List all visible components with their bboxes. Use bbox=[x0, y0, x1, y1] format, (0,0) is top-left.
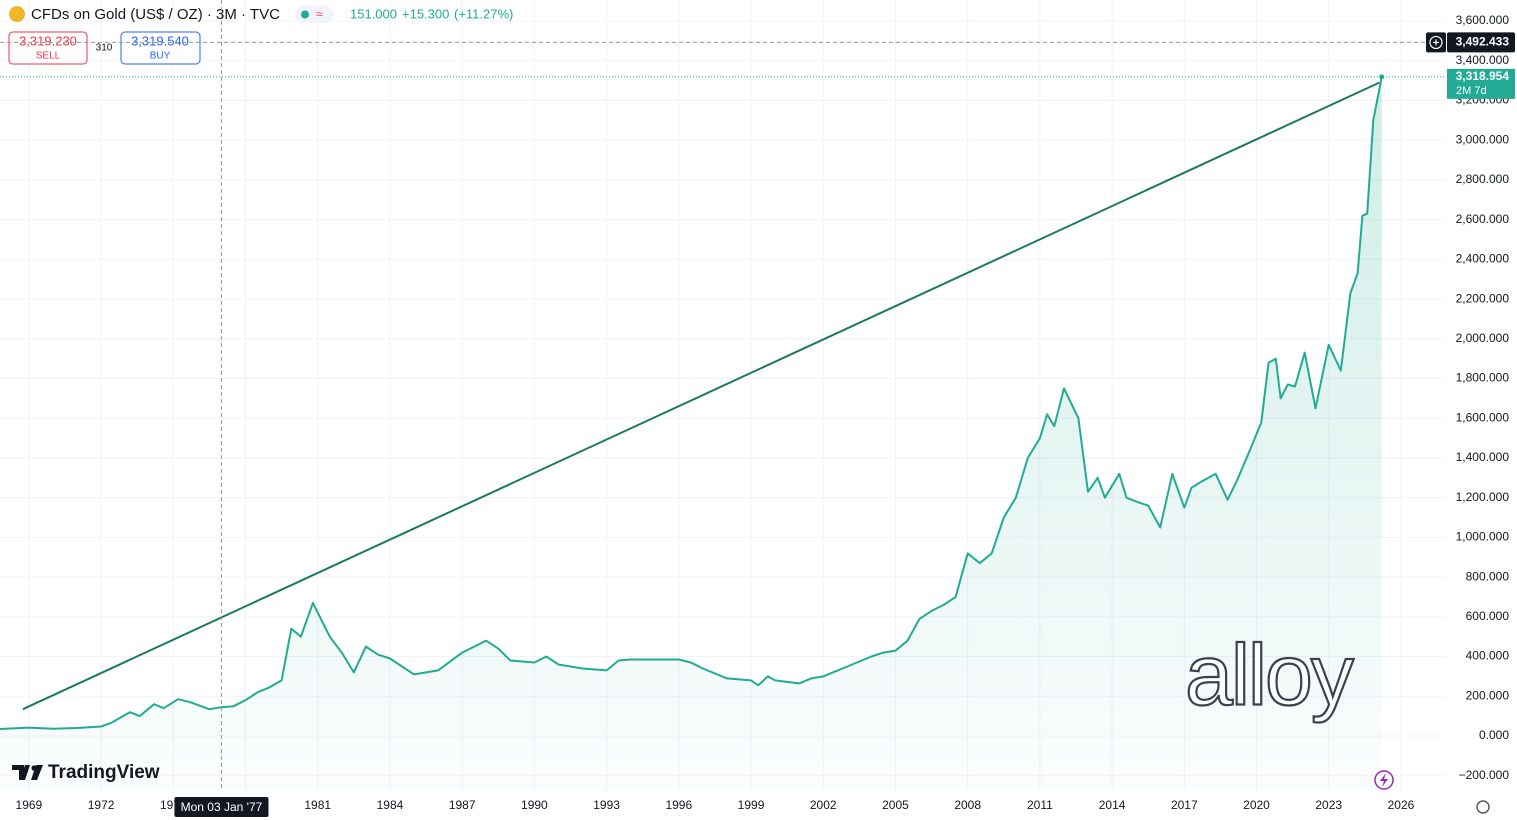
buy-label: BUY bbox=[150, 51, 171, 62]
x-tick-label: 1999 bbox=[738, 798, 765, 812]
spread: 310 bbox=[96, 43, 113, 54]
y-tick-label: 2,600.000 bbox=[1456, 212, 1510, 226]
y-tick-label: 1,800.000 bbox=[1456, 371, 1510, 385]
lightning-button[interactable] bbox=[1374, 770, 1394, 790]
y-tick-label: 1,600.000 bbox=[1456, 410, 1510, 424]
x-tick-label: 1981 bbox=[304, 798, 331, 812]
x-tick-label: 1987 bbox=[449, 798, 476, 812]
y-tick-label: 3,600.000 bbox=[1456, 13, 1510, 27]
last-point bbox=[1379, 74, 1385, 80]
y-tick-label: 200.000 bbox=[1466, 688, 1510, 702]
y-tick-label: 3,000.000 bbox=[1456, 132, 1510, 146]
area-fill bbox=[0, 76, 1382, 790]
x-tick-label: 2017 bbox=[1171, 798, 1198, 812]
add-alert-icon bbox=[1429, 35, 1443, 50]
x-tick-label: 2011 bbox=[1027, 798, 1053, 812]
x-tick-label: 2020 bbox=[1243, 798, 1270, 812]
y-tick-label: 2,000.000 bbox=[1456, 331, 1510, 345]
status-icon: ≈ bbox=[316, 7, 323, 21]
x-tick-label: 1996 bbox=[665, 798, 692, 812]
y-tick-label: 1,200.000 bbox=[1456, 490, 1510, 504]
buy-button[interactable]: 3,319.540 BUY bbox=[120, 31, 201, 65]
x-tick-label: 2008 bbox=[954, 798, 981, 812]
price-line bbox=[0, 76, 1383, 730]
x-tick-label: 1993 bbox=[593, 798, 620, 812]
sell-button[interactable]: 3,319.230 SELL bbox=[8, 31, 88, 65]
x-tick-label: 1990 bbox=[521, 798, 548, 812]
y-tick-label: 1,000.000 bbox=[1456, 530, 1510, 544]
status-pill[interactable] bbox=[295, 6, 333, 23]
symbol-icon bbox=[9, 6, 25, 22]
last-price-box bbox=[1447, 68, 1515, 99]
x-tick-label: 2014 bbox=[1099, 798, 1126, 812]
x-tick-label: 1969 bbox=[16, 798, 43, 812]
crosshair-date: Mon 03 Jan '77 bbox=[181, 800, 263, 814]
logo: TradingView bbox=[12, 762, 160, 783]
y-tick-label: 2,200.000 bbox=[1456, 291, 1510, 305]
logo-text: TradingView bbox=[48, 762, 160, 783]
change: +15.300 bbox=[402, 6, 449, 21]
y-tick-label: 3,400.000 bbox=[1456, 53, 1510, 67]
y-tick-label: 600.000 bbox=[1466, 609, 1510, 623]
crosshair-price: 3,492.433 bbox=[1456, 35, 1510, 49]
settings-icon[interactable] bbox=[1476, 800, 1490, 814]
sell-label: SELL bbox=[36, 51, 61, 62]
watermark: alloy bbox=[1185, 628, 1354, 724]
add-alert-button[interactable] bbox=[1426, 32, 1446, 53]
crosshair-date-box bbox=[174, 797, 269, 817]
y-tick-label: 2,400.000 bbox=[1456, 252, 1510, 266]
status-dot bbox=[301, 10, 309, 19]
x-tick-label: 1972 bbox=[88, 798, 115, 812]
x-tick-label: 2005 bbox=[882, 798, 909, 812]
x-tick-label: 2026 bbox=[1388, 798, 1415, 812]
x-tick-label: 2023 bbox=[1315, 798, 1342, 812]
x-tick-label: 1984 bbox=[377, 798, 404, 812]
plot bbox=[0, 76, 1383, 790]
y-tick-label: 2,800.000 bbox=[1456, 172, 1510, 186]
sell-price: 3,319.230 bbox=[19, 33, 77, 48]
add-alert-plus bbox=[1433, 39, 1439, 46]
buy-price: 3,319.540 bbox=[131, 33, 189, 48]
y-tick-label: 1,400.000 bbox=[1456, 450, 1510, 464]
crosshair-price-box bbox=[1447, 32, 1515, 53]
last-price-label: 3,318.954 bbox=[1456, 69, 1510, 83]
symbol-title: CFDs on Gold (US$ / OZ) · 3M · TVC bbox=[31, 6, 280, 23]
trend-line bbox=[22, 81, 1380, 711]
x-tick-label: 2002 bbox=[810, 798, 837, 812]
y-tick-label: 800.000 bbox=[1466, 569, 1510, 583]
y-tick-label: 0.000 bbox=[1479, 728, 1509, 742]
y-tick-label: −200.000 bbox=[1459, 768, 1510, 782]
change-pct: (+11.27%) bbox=[454, 6, 513, 21]
ohlc-value: 151.000 bbox=[350, 6, 397, 21]
y-tick-label: 400.000 bbox=[1466, 649, 1510, 663]
countdown-label: 2M 7d bbox=[1456, 85, 1487, 97]
